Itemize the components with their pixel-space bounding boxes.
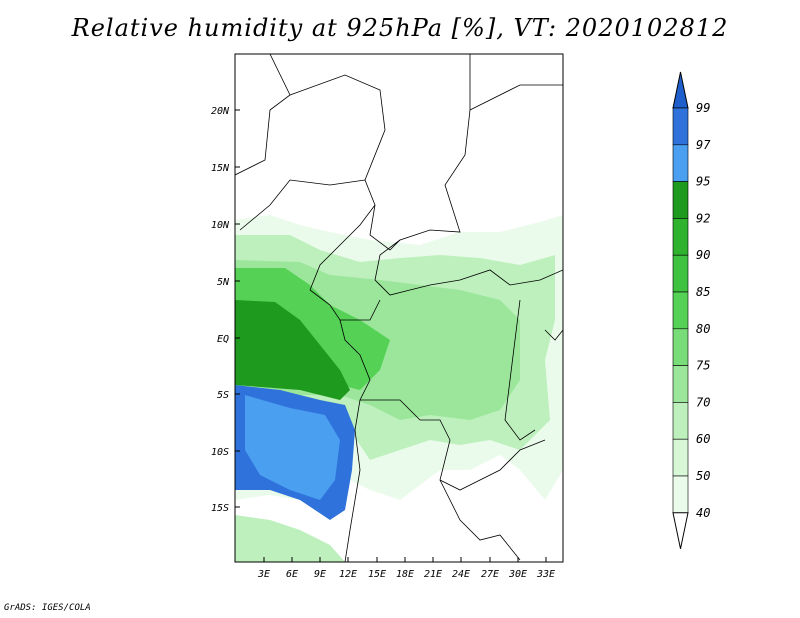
lat-label: 15S xyxy=(211,503,229,514)
lon-label: 6E xyxy=(286,569,298,580)
colorbar-segment xyxy=(672,181,689,219)
lat-label: 15N xyxy=(211,163,230,174)
lon-label: 21E xyxy=(424,569,442,580)
lat-label: 10N xyxy=(211,220,230,231)
colorbar-level-label: 90 xyxy=(696,248,710,262)
colorbar-level-label: 92 xyxy=(696,211,710,225)
colorbar-level-label: 70 xyxy=(696,395,710,409)
lat-label: EQ xyxy=(217,334,229,345)
colorbar-level-label: 75 xyxy=(696,359,710,373)
lon-label: 9E xyxy=(314,569,326,580)
colorbar-top-arrow xyxy=(672,71,689,109)
colorbar-level-label: 80 xyxy=(696,322,710,336)
lon-label: 15E xyxy=(368,569,386,580)
colorbar-level-label: 40 xyxy=(696,506,710,520)
lon-label: 33E xyxy=(536,569,555,580)
colorbar-segment xyxy=(672,365,689,403)
plot-title: Relative humidity at 925hPa [%], VT: 202… xyxy=(71,14,729,42)
lon-label: 3E xyxy=(257,569,270,580)
lon-label: 12E xyxy=(339,569,357,580)
colorbar-segment xyxy=(672,475,689,514)
lon-label: 24E xyxy=(452,569,470,580)
colorbar-bottom-arrow xyxy=(672,512,689,549)
colorbar-level-label: 97 xyxy=(696,138,711,152)
lon-label: 18E xyxy=(396,569,414,580)
humidity-region-92 xyxy=(235,300,350,400)
humidity-field xyxy=(235,54,563,562)
colorbar-segment xyxy=(672,291,689,330)
colorbar-segment xyxy=(672,438,689,477)
lat-label: 20N xyxy=(211,106,230,117)
lon-label: 30E xyxy=(508,569,527,580)
colorbar-segment xyxy=(672,254,689,293)
map-frame xyxy=(234,53,564,563)
country-boundaries xyxy=(235,54,563,562)
colorbar-level-label: 99 xyxy=(696,101,710,115)
lon-axis: 3E 6E 9E 12E 15E 18E 21E 24E 27E 30E 33E xyxy=(257,557,555,580)
colorbar-labels: 99 97 95 92 90 85 80 75 70 60 50 40 xyxy=(696,101,711,520)
colorbar-segment xyxy=(672,144,689,182)
lat-axis: 20N 15N 10N 5N EQ 5S 10S 15S xyxy=(211,106,240,514)
colorbar-segment xyxy=(672,107,689,146)
lon-label: 27E xyxy=(481,569,499,580)
colorbar-level-label: 50 xyxy=(696,469,710,483)
colorbar-segment xyxy=(672,402,689,440)
footer-credit: GrADS: IGES/COLA xyxy=(4,603,91,613)
lat-label: 5N xyxy=(217,277,230,288)
lat-label: 10S xyxy=(211,447,229,458)
humidity-region-south xyxy=(235,515,345,562)
colorbar-level-label: 95 xyxy=(696,175,710,189)
humidity-region-95 xyxy=(245,395,340,500)
colorbar-level-label: 60 xyxy=(696,432,710,446)
colorbar-segment xyxy=(672,218,689,256)
lat-label: 5S xyxy=(217,390,229,401)
colorbar-segments xyxy=(672,71,689,549)
humidity-region-85 xyxy=(235,268,390,390)
colorbar-level-label: 85 xyxy=(696,285,710,299)
colorbar-segment xyxy=(672,328,689,366)
